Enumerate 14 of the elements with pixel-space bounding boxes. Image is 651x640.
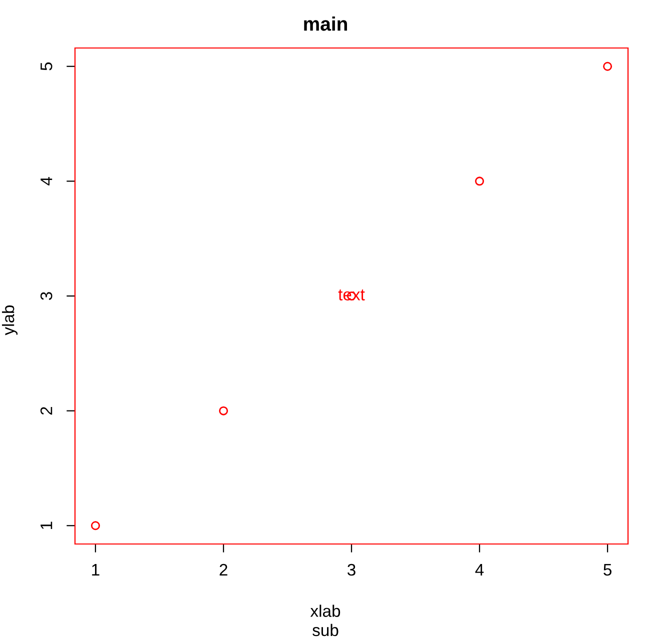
x-tick-label: 5 [604, 564, 612, 576]
y-tick-label: 2 [40, 407, 52, 415]
x-axis-title: xlab [310, 604, 340, 617]
y-tick-label: 3 [40, 292, 52, 300]
x-tick-label: 4 [475, 564, 484, 576]
y-tick-label: 4 [40, 177, 52, 186]
y-tick-label: 5 [40, 62, 52, 70]
x-tick-label: 3 [348, 564, 356, 576]
x-tick-label: 1 [92, 564, 100, 576]
chart-title: main [304, 16, 347, 31]
text: sub [312, 624, 338, 636]
y-tick-label: 1 [40, 522, 52, 529]
x-tick-label: 2 [220, 564, 228, 576]
y-axis-title: ylab [2, 305, 18, 336]
